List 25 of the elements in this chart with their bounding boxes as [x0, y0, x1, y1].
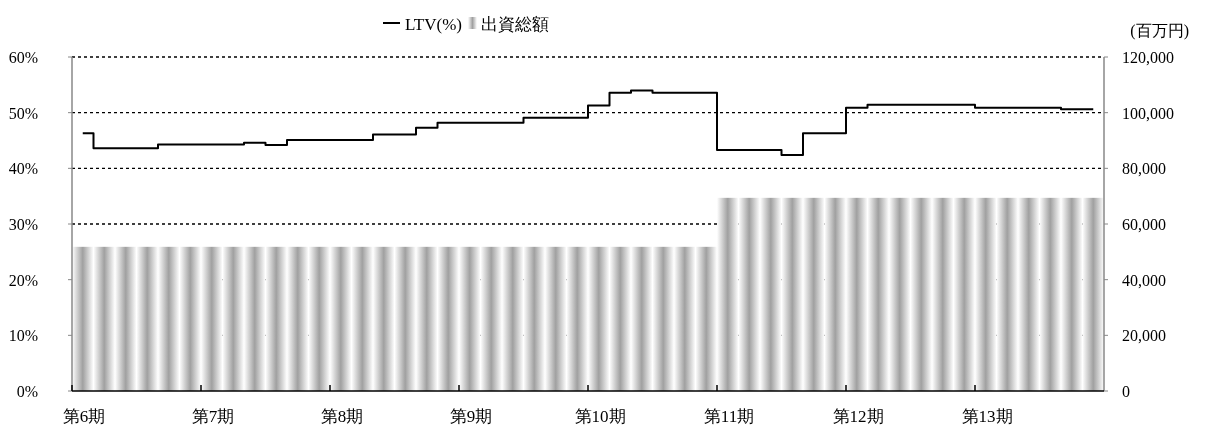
y-tick-label: 40% [8, 160, 38, 178]
y2-axis-title: (百万円) [1130, 22, 1189, 40]
y-tick-label: 50% [8, 104, 38, 122]
y-tick-label: 30% [8, 216, 38, 233]
x-tick-label: 第6期 [62, 407, 106, 426]
y2-tick-label: 40,000 [1122, 271, 1166, 289]
x-tick-label: 第7期 [191, 407, 235, 426]
y-tick-label: 0% [16, 383, 38, 400]
y2-tick-label: 60,000 [1122, 216, 1166, 233]
y-tick-label: 20% [8, 271, 38, 289]
y2-tick-label: 120,000 [1122, 49, 1174, 66]
y-tick-label: 60% [8, 49, 38, 66]
legend-label: LTV(%) [405, 15, 462, 34]
y-tick-label: 10% [8, 327, 38, 345]
x-tick-label: 第13期 [961, 407, 1013, 426]
x-tick-label: 第8期 [320, 407, 364, 426]
legend-label: 出資総額 [480, 15, 549, 34]
x-tick-label: 第10期 [574, 407, 626, 426]
y2-tick-label: 80,000 [1122, 160, 1166, 178]
x-tick-label: 第12期 [832, 407, 884, 426]
x-tick-label: 第11期 [703, 407, 755, 426]
x-tick-label: 第9期 [449, 407, 493, 426]
y2-tick-label: 20,000 [1122, 327, 1166, 345]
y2-tick-label: 0 [1122, 383, 1130, 400]
y2-tick-label: 100,000 [1122, 104, 1174, 122]
